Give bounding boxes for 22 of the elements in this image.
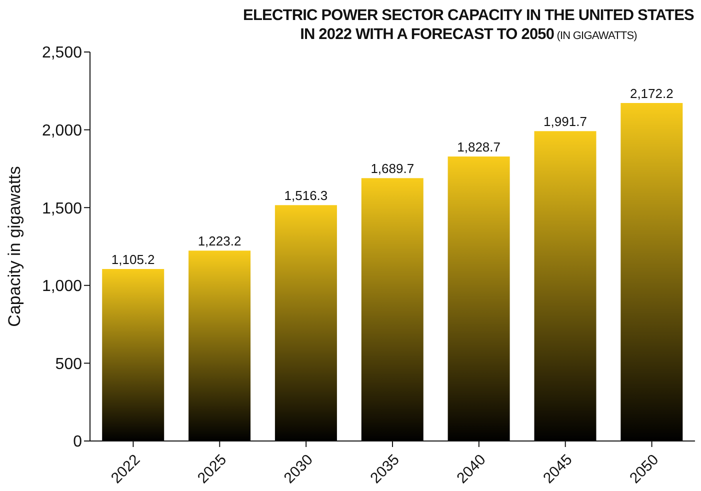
data-label: 2,172.2	[630, 86, 674, 102]
y-tick-label: 2,500	[42, 44, 82, 62]
bar	[188, 250, 251, 441]
bar	[448, 156, 510, 441]
y-tick-label: 500	[55, 356, 82, 373]
data-label: 1,105.2	[111, 252, 155, 268]
y-tick-label: 0	[73, 434, 82, 451]
y-tick-label: 1,000	[42, 278, 82, 296]
data-label: 1,516.3	[284, 188, 328, 204]
bar	[534, 131, 596, 441]
y-axis-title: Capacity in gigawatts	[5, 166, 24, 327]
bar	[274, 205, 337, 441]
data-label: 1,223.2	[198, 234, 242, 249]
bar	[361, 178, 424, 441]
bar	[620, 103, 683, 441]
data-label: 1,689.7	[370, 161, 414, 176]
data-label: 1,991.7	[544, 114, 587, 130]
y-tick-label: 2,000	[42, 122, 82, 140]
y-tick-label: 1,500	[42, 200, 82, 218]
data-label: 1,828.7	[457, 139, 500, 154]
chart-subtitle: (IN GIGAWATTS)	[556, 30, 637, 42]
bar	[102, 269, 164, 441]
